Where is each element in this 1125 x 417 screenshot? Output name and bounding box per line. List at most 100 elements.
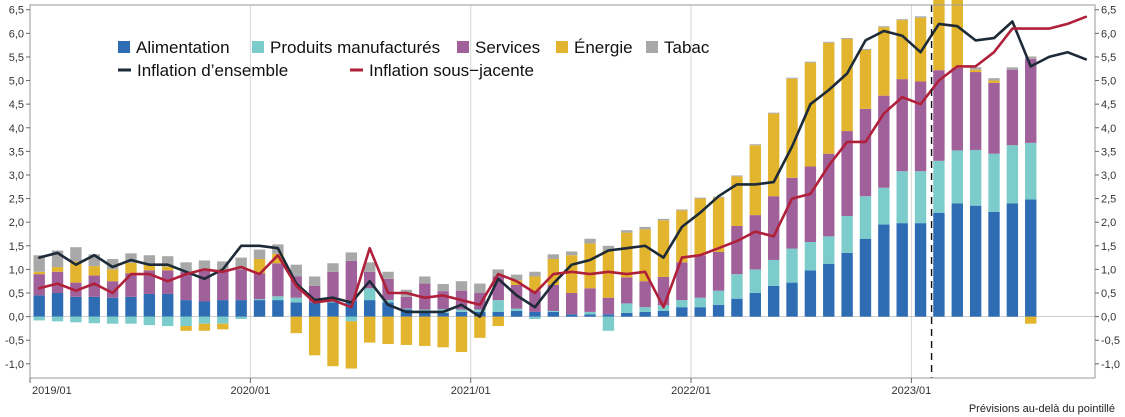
y-tick-label-left: 4,5 <box>9 99 24 111</box>
bar-segment-goods <box>969 149 982 206</box>
bar-segment-food <box>1025 199 1037 317</box>
bar-segment-energy <box>859 49 872 109</box>
bar-segment-energy <box>621 232 633 278</box>
y-tick-label-right: 2,5 <box>1101 194 1116 206</box>
bar-segment-food <box>143 293 156 317</box>
bar-segment-goods <box>878 187 890 225</box>
lines-layer <box>37 5 1088 378</box>
bar-segment-tobacco <box>914 16 927 18</box>
bar-segment-energy <box>272 253 284 264</box>
legend-layer: Alimentation Produits manufacturés Service… <box>118 38 710 80</box>
bar-segment-food <box>878 224 890 317</box>
x-tick-label: 2022/01 <box>671 385 711 397</box>
bar-segment-services <box>786 177 798 249</box>
bar-segment-tobacco <box>731 175 743 177</box>
bar-segment-goods <box>676 300 688 308</box>
bar-segment-food <box>455 311 468 317</box>
plot-frame <box>29 4 1096 379</box>
bar-segment-energy <box>51 267 64 272</box>
bar-segment-energy <box>878 27 890 96</box>
bar-segment-energy <box>1025 316 1037 324</box>
x-tick-label: 2020/01 <box>230 385 270 397</box>
bar-segment-tobacco <box>455 281 468 291</box>
bar-segment-services <box>657 276 670 306</box>
bar-segment-food <box>125 296 137 317</box>
bar-segment-food <box>933 212 945 317</box>
bar-segment-services <box>272 263 284 297</box>
bars-layer <box>33 0 1037 369</box>
bar-segment-tobacco <box>676 209 688 211</box>
bar-segment-services <box>988 82 1000 154</box>
y-tick-label-right: 3,5 <box>1101 146 1116 158</box>
bar-segment-tobacco <box>767 112 780 114</box>
y-tick-label-left: 3,0 <box>9 170 24 182</box>
bar-segment-services <box>749 215 761 270</box>
bar-segment-food <box>657 310 670 317</box>
bar-segment-food <box>969 205 982 317</box>
bar-segment-food <box>345 301 358 317</box>
bar-segment-energy <box>823 42 835 154</box>
bar-segment-tobacco <box>896 19 908 21</box>
bar-segment-services <box>859 108 872 197</box>
bar-segment-services <box>914 81 927 172</box>
bar-segment-energy <box>345 321 358 369</box>
bar-segment-food <box>896 223 908 317</box>
bar-segment-tobacco <box>988 78 1000 81</box>
bar-segment-services <box>841 131 853 217</box>
y-tick-label-right: 2,0 <box>1101 217 1116 229</box>
bar-segment-tobacco <box>841 38 853 39</box>
bar-segment-services <box>217 270 229 301</box>
bar-segment-tobacco <box>823 41 835 43</box>
legend-label-energy: Énergie <box>574 38 633 57</box>
y-tick-label-right: -1,0 <box>1101 359 1120 371</box>
bar-segment-food <box>382 302 394 317</box>
bar-segment-goods <box>70 316 82 323</box>
y-tick-label-left: 4,0 <box>9 123 24 135</box>
bar-segment-energy <box>70 261 82 283</box>
bar-segment-food <box>180 300 192 317</box>
bar-segment-energy <box>767 113 780 197</box>
bar-segment-services <box>565 293 578 315</box>
legend-swatch-energy <box>556 41 568 53</box>
bar-segment-energy <box>547 259 560 285</box>
bar-segment-tobacco <box>529 271 541 277</box>
bar-segment-services <box>529 290 541 312</box>
bar-segment-services <box>143 270 156 294</box>
bar-segment-energy <box>896 20 908 80</box>
y-tick-label-right: 0,0 <box>1101 312 1116 324</box>
legend-swatch-food <box>118 41 130 53</box>
bar-segment-tobacco <box>364 262 376 272</box>
y-tick-label-right: 3,0 <box>1101 170 1116 182</box>
bar-segment-energy <box>382 316 394 345</box>
bar-segment-services <box>969 72 982 150</box>
bar-segment-food <box>676 307 688 317</box>
bar-segment-tobacco <box>749 144 761 146</box>
bar-segment-goods <box>621 303 633 313</box>
bar-segment-services <box>382 278 394 301</box>
y-tick-label-left: 1,5 <box>9 241 24 253</box>
bar-segment-goods <box>547 310 560 312</box>
bar-segment-tobacco <box>474 283 486 294</box>
bar-segment-tobacco <box>859 48 872 50</box>
legend-label-core: Inflation sous−jacente <box>369 61 534 80</box>
bar-segment-services <box>345 260 358 302</box>
bar-segment-tobacco <box>1006 67 1019 70</box>
legend-swatch-tobacco <box>646 41 658 53</box>
bar-segment-food <box>364 300 376 317</box>
bar-segment-goods <box>162 316 174 327</box>
bar-segment-tobacco <box>180 262 192 272</box>
bar-segment-goods <box>1025 142 1037 200</box>
bar-segment-food <box>70 296 82 317</box>
bar-segment-goods <box>345 316 358 322</box>
bar-segment-goods <box>180 316 192 327</box>
bar-segment-energy <box>143 264 156 271</box>
bar-segment-energy <box>731 176 743 226</box>
bar-segment-energy <box>657 220 670 277</box>
bar-segment-services <box>933 70 945 161</box>
bar-segment-energy <box>217 323 229 330</box>
bar-segment-goods <box>364 288 376 301</box>
y-tick-label-left: 6,5 <box>9 5 24 17</box>
y-tick-label-right: 1,5 <box>1101 241 1116 253</box>
bar-segment-energy <box>712 197 725 252</box>
bar-segment-goods <box>253 299 266 301</box>
